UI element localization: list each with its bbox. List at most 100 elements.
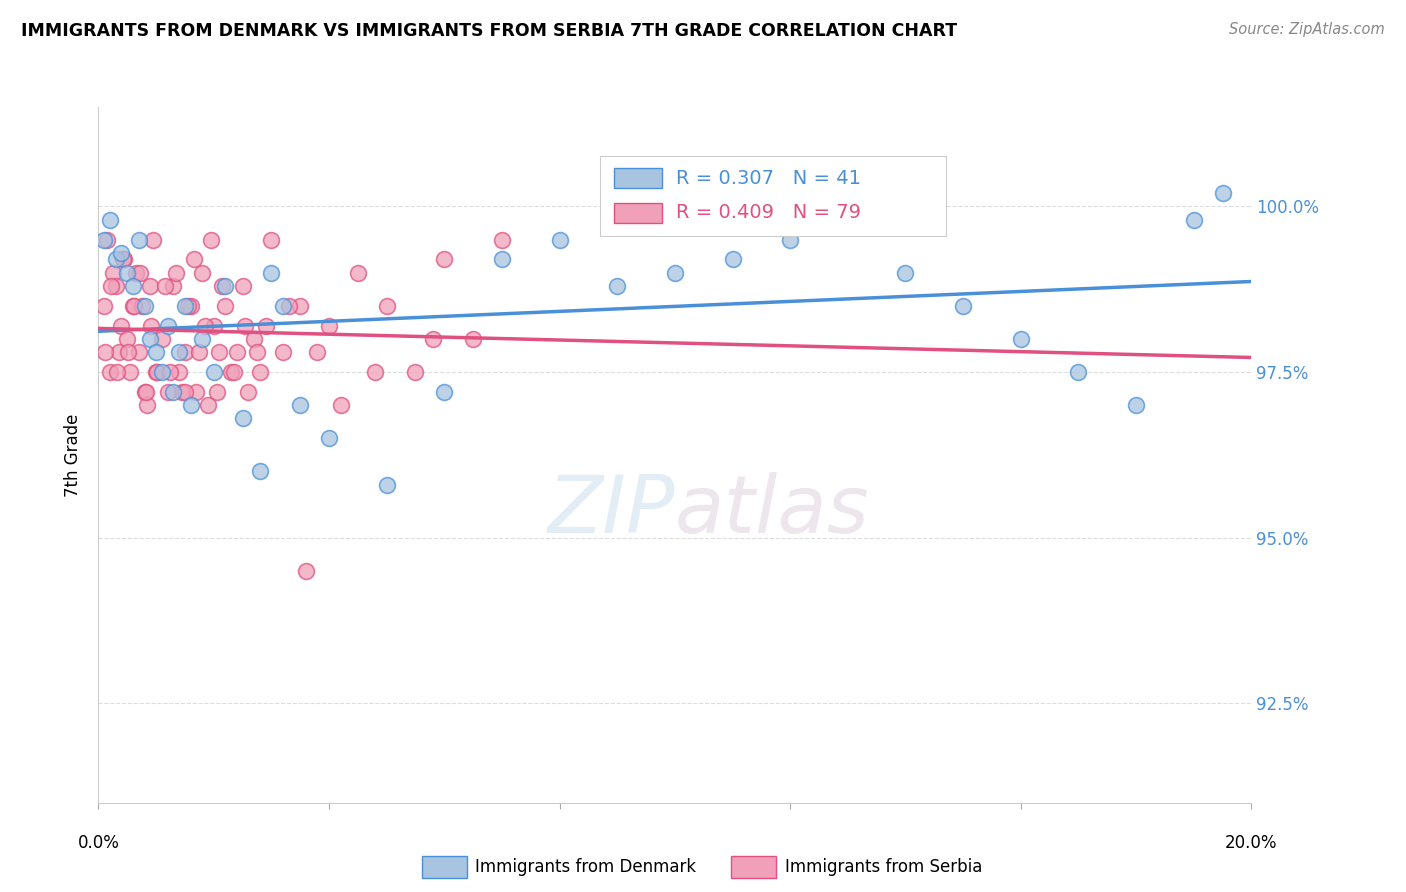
Point (191, 266, 214, 280)
Point (375, 477, 398, 491)
Point (205, 384, 228, 399)
Point (93, 299, 115, 313)
Point (721, 252, 744, 267)
Point (606, 279, 628, 293)
Point (188, 345, 211, 359)
Text: Immigrants from Denmark: Immigrants from Denmark (475, 858, 696, 876)
Point (779, 233, 801, 247)
Point (122, 279, 145, 293)
Point (433, 252, 456, 267)
Point (105, 365, 128, 379)
Point (159, 365, 181, 379)
Point (1182, 212, 1205, 227)
Point (156, 384, 179, 399)
Text: IMMIGRANTS FROM DENMARK VS IMMIGRANTS FROM SERBIA 7TH GRADE CORRELATION CHART: IMMIGRANTS FROM DENMARK VS IMMIGRANTS FR… (21, 22, 957, 40)
Point (307, 345, 329, 359)
Point (145, 345, 167, 359)
Point (125, 266, 148, 280)
Point (1212, 186, 1234, 201)
FancyBboxPatch shape (600, 156, 946, 235)
Point (191, 332, 214, 346)
Point (202, 318, 225, 333)
Point (422, 332, 444, 346)
Text: Immigrants from Serbia: Immigrants from Serbia (785, 858, 981, 876)
Point (231, 279, 254, 293)
Point (122, 299, 145, 313)
Point (107, 345, 129, 359)
Point (101, 266, 124, 280)
Text: R = 0.307   N = 41: R = 0.307 N = 41 (676, 169, 860, 187)
Point (433, 384, 456, 399)
Point (290, 398, 312, 412)
Point (243, 332, 266, 346)
Point (150, 365, 173, 379)
Point (375, 299, 398, 313)
Point (180, 398, 202, 412)
Point (202, 365, 225, 379)
Point (491, 252, 513, 267)
Point (260, 233, 283, 247)
Point (128, 233, 150, 247)
Bar (614, 169, 662, 187)
Point (197, 398, 219, 412)
Point (117, 332, 139, 346)
Point (405, 365, 427, 379)
Point (329, 398, 352, 412)
Point (111, 252, 134, 267)
Point (894, 266, 917, 280)
Point (174, 384, 197, 399)
Point (139, 332, 162, 346)
Point (96, 233, 118, 247)
Point (98, 212, 121, 227)
Point (146, 365, 169, 379)
Point (131, 299, 153, 313)
Point (186, 384, 208, 399)
Point (249, 365, 271, 379)
Point (231, 411, 254, 425)
Point (208, 345, 231, 359)
Text: ZIP: ZIP (547, 472, 675, 549)
Point (318, 318, 340, 333)
Point (129, 266, 152, 280)
Point (162, 384, 184, 399)
Point (162, 279, 184, 293)
Point (150, 332, 173, 346)
Point (117, 345, 139, 359)
Point (260, 266, 283, 280)
Point (180, 299, 202, 313)
Point (141, 318, 163, 333)
Point (139, 279, 162, 293)
Point (134, 384, 156, 399)
Point (145, 365, 167, 379)
Point (238, 384, 260, 399)
Point (174, 299, 197, 313)
Point (222, 365, 245, 379)
Text: 20.0%: 20.0% (1225, 834, 1278, 852)
Point (128, 345, 150, 359)
Point (135, 384, 157, 399)
Text: 0.0%: 0.0% (77, 834, 120, 852)
Point (837, 212, 859, 227)
Point (177, 299, 200, 313)
Point (94, 345, 117, 359)
Point (219, 365, 242, 379)
Text: R = 0.409   N = 79: R = 0.409 N = 79 (676, 203, 860, 222)
Point (104, 252, 127, 267)
Point (142, 233, 165, 247)
Point (174, 345, 197, 359)
Point (290, 299, 312, 313)
Point (254, 318, 277, 333)
Point (364, 365, 387, 379)
Point (214, 299, 236, 313)
Point (318, 431, 340, 445)
Text: atlas: atlas (675, 472, 870, 549)
Point (211, 279, 233, 293)
Point (664, 266, 686, 280)
Point (277, 299, 299, 313)
Point (134, 299, 156, 313)
Point (93, 233, 115, 247)
Point (112, 252, 135, 267)
Point (548, 233, 571, 247)
Point (1125, 398, 1147, 412)
Point (122, 299, 145, 313)
